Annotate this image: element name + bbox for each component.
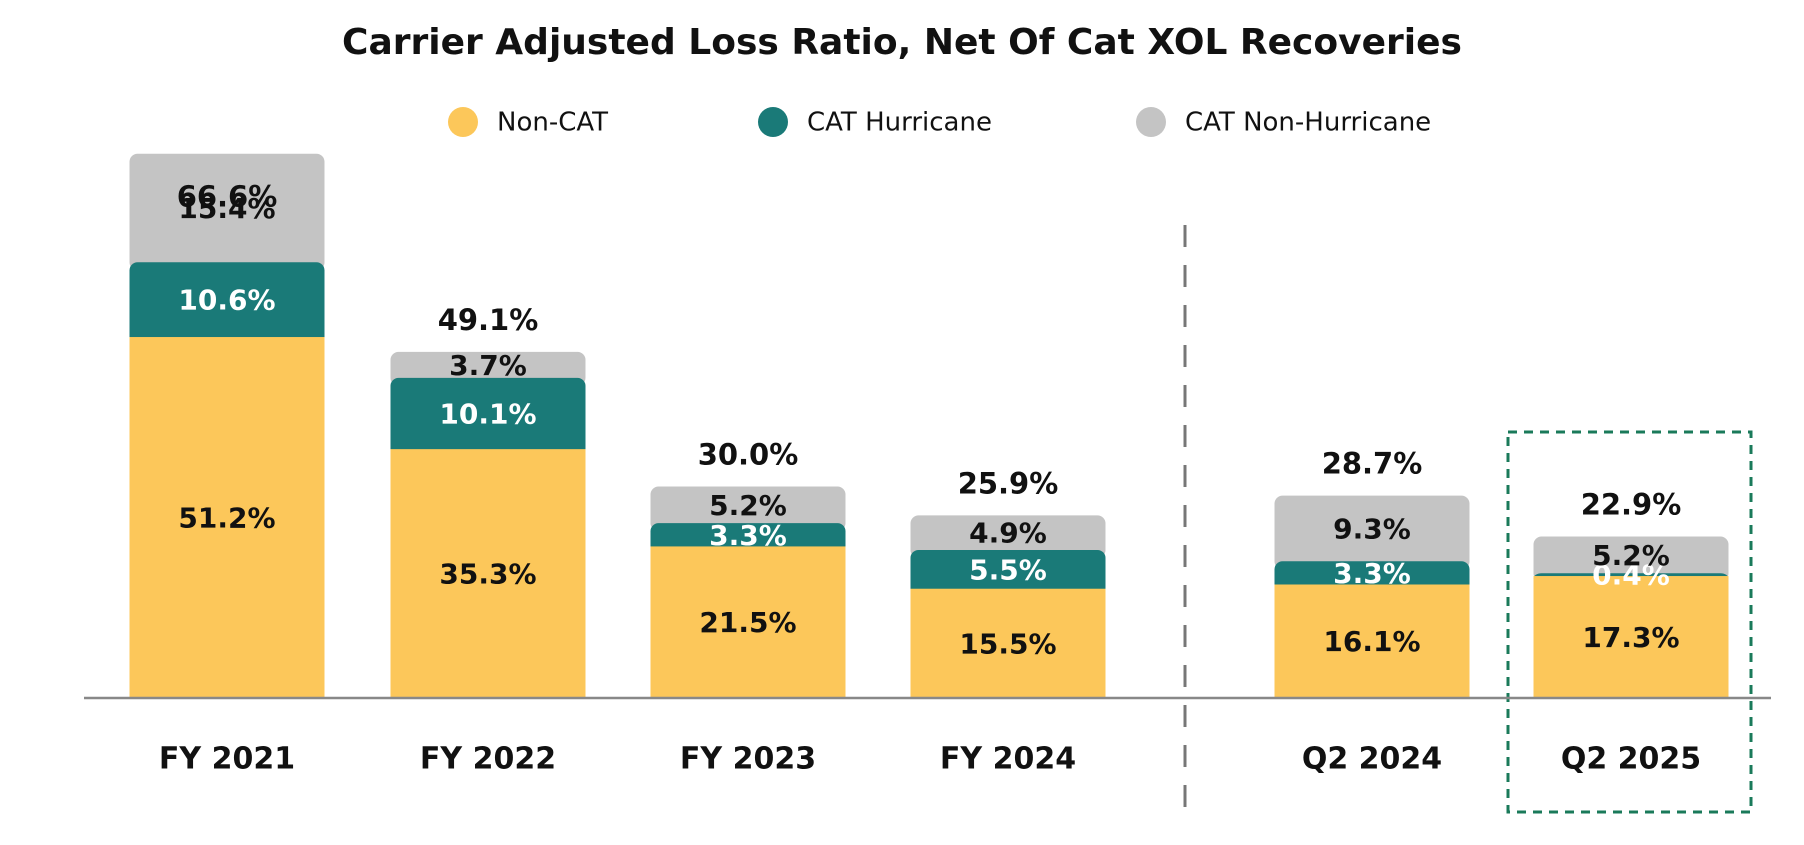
data-label: 4.9%	[969, 517, 1047, 550]
bar-segment	[1274, 584, 1470, 698]
bar-segment	[910, 515, 1106, 558]
total-label: 28.7%	[1322, 447, 1423, 481]
chart-title: Carrier Adjusted Loss Ratio, Net Of Cat …	[342, 22, 1462, 63]
total-label: 22.9%	[1581, 488, 1682, 522]
data-label: 9.3%	[1333, 512, 1411, 545]
bar-segment	[390, 377, 586, 458]
x-tick-label: FY 2023	[680, 742, 816, 777]
data-label: 5.2%	[709, 489, 787, 522]
legend-marker	[1136, 107, 1166, 137]
bar-segment	[129, 337, 325, 698]
legend-marker	[758, 107, 788, 137]
data-label: 35.3%	[439, 558, 536, 591]
data-label: 3.3%	[1333, 557, 1411, 590]
total-label: 49.1%	[438, 303, 539, 337]
legend-label: CAT Hurricane	[807, 108, 992, 138]
bar-segment	[390, 449, 586, 698]
x-tick-label: Q2 2025	[1561, 742, 1701, 777]
legend-label: Non-CAT	[497, 108, 608, 138]
bar-segment	[390, 351, 586, 386]
legend-marker	[448, 107, 478, 137]
x-tick-label: FY 2021	[159, 742, 295, 777]
data-label: 21.5%	[699, 606, 796, 639]
total-label: 66.6%	[177, 179, 278, 213]
legend-label: CAT Non-Hurricane	[1185, 108, 1431, 138]
data-label: 17.3%	[1582, 621, 1679, 654]
data-label: 10.6%	[178, 284, 275, 317]
bar-segment	[129, 262, 325, 346]
x-tick-label: Q2 2024	[1302, 742, 1442, 777]
data-label: 15.5%	[959, 627, 1056, 660]
bar-segment	[650, 486, 846, 532]
data-label: 5.2%	[1592, 539, 1670, 572]
bar-segment	[1533, 536, 1729, 582]
bar-segment	[650, 546, 846, 698]
total-label: 30.0%	[698, 438, 799, 472]
data-label: 15.4%	[178, 192, 275, 225]
total-label: 25.9%	[958, 466, 1059, 500]
data-label: 3.3%	[709, 519, 787, 552]
data-label: 51.2%	[178, 502, 275, 535]
data-label: 16.1%	[1323, 625, 1420, 658]
x-tick-label: FY 2022	[420, 742, 556, 777]
data-label: 3.7%	[449, 349, 527, 382]
data-label: 0.4%	[1592, 559, 1670, 592]
highlight-box	[1506, 430, 1753, 814]
bar-segment	[1274, 495, 1470, 570]
bar-segment	[910, 549, 1106, 597]
data-label: 10.1%	[439, 398, 536, 431]
data-label: 5.5%	[969, 553, 1047, 586]
x-tick-label: FY 2024	[940, 742, 1076, 777]
bar-segment	[129, 153, 325, 271]
bar-segment	[1533, 576, 1729, 698]
bar-segment	[910, 588, 1106, 698]
